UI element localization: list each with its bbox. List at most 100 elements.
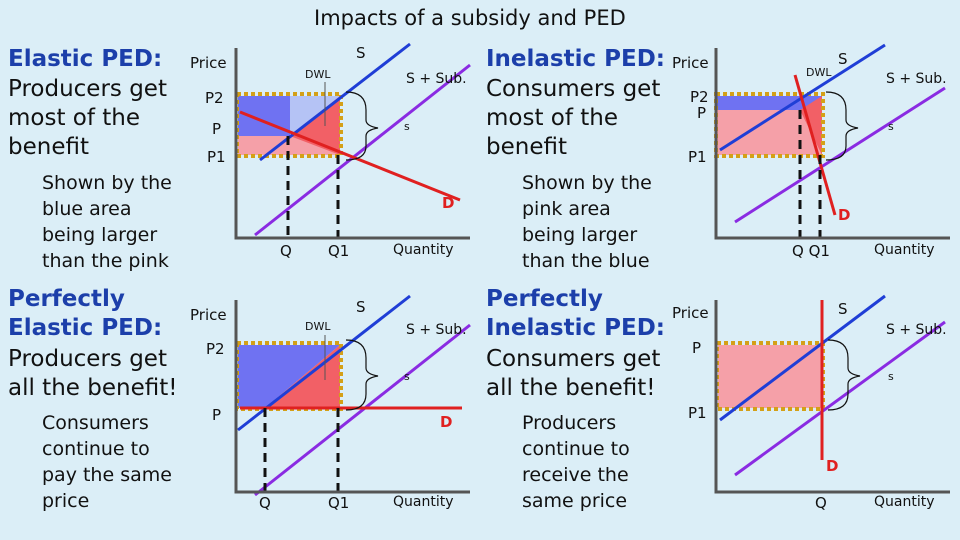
inelastic-sub-3: being larger xyxy=(522,224,638,246)
q-label: Q xyxy=(280,242,292,260)
p-label: P xyxy=(697,104,707,122)
dwl-area xyxy=(290,96,340,155)
perf-elastic-sub-1: Consumers xyxy=(42,412,149,434)
elastic-sub-1: Shown by the xyxy=(42,172,172,194)
supply-line xyxy=(259,42,411,162)
brace xyxy=(827,339,861,411)
page-title: Impacts of a subsidy and PED xyxy=(314,6,626,30)
p1-label: P1 xyxy=(207,148,226,166)
perf-inelastic-heading-2: Inelastic PED: xyxy=(486,315,666,341)
quantity-axis-label: Quantity xyxy=(393,494,454,510)
inelastic-sub-4: than the blue xyxy=(522,250,650,272)
subsidy-supply-label: S + Sub. xyxy=(406,71,467,87)
p-label: P xyxy=(212,120,222,138)
supply-label: S xyxy=(838,300,848,318)
perf-inelastic-sub-3: receive the xyxy=(522,464,629,486)
supply-label: S xyxy=(356,44,366,62)
supply-label: S xyxy=(838,50,848,68)
y-axis xyxy=(714,300,950,494)
perf-elastic-sub-4: price xyxy=(42,490,90,512)
perf-elastic-sub-3: pay the same xyxy=(42,464,172,486)
inelastic-body-3: benefit xyxy=(486,134,567,160)
inelastic-body-1: Consumers get xyxy=(486,76,661,102)
supply-line xyxy=(719,294,886,422)
price-axis-label: Price xyxy=(672,54,709,72)
price-axis-label: Price xyxy=(672,304,709,322)
q1-label: Q1 xyxy=(328,494,350,512)
quantity-axis-label: Quantity xyxy=(874,494,935,510)
inelastic-heading: Inelastic PED: xyxy=(486,46,666,72)
demand-label: D xyxy=(440,413,453,431)
q1-label: Q1 xyxy=(328,242,350,260)
inelastic-body-2: most of the xyxy=(486,105,619,131)
perf-inelastic-sub-1: Producers xyxy=(522,412,617,434)
subsidy-supply-label: S + Sub. xyxy=(886,71,947,87)
demand-line xyxy=(239,110,461,202)
p2-label: P2 xyxy=(690,88,709,106)
subsidy-size-label: s xyxy=(404,120,410,133)
subsidy-supply-label: S + Sub. xyxy=(886,322,947,338)
p1-label: P1 xyxy=(688,148,707,166)
perf-elastic-heading-2: Elastic PED: xyxy=(8,315,163,341)
perf-inelastic-sub-4: same price xyxy=(522,490,628,512)
consumer-gain-area xyxy=(718,345,822,408)
graph-perf-inelastic xyxy=(714,294,950,494)
q-label: Q xyxy=(815,494,827,512)
p-label: P xyxy=(212,406,222,424)
graph-inelastic xyxy=(714,43,950,240)
dwl-label: DWL xyxy=(806,66,832,79)
elastic-body-3: benefit xyxy=(8,134,89,160)
dwl-label: DWL xyxy=(305,320,331,333)
demand-label: D xyxy=(838,206,851,224)
elastic-sub-2: blue area xyxy=(42,198,132,220)
elastic-body-1: Producers get xyxy=(8,76,167,102)
perf-elastic-body-2: all the benefit! xyxy=(8,375,178,401)
producer-gain-area xyxy=(717,96,822,110)
brace xyxy=(825,91,859,161)
subsidy-supply-line xyxy=(734,86,946,224)
p2-label: P2 xyxy=(205,89,224,107)
price-axis-label: Price xyxy=(190,54,227,72)
perf-inelastic-body-2: all the benefit! xyxy=(486,375,656,401)
supply-label: S xyxy=(356,298,366,316)
inelastic-sub-2: pink area xyxy=(522,198,611,220)
subsidy-size-label: s xyxy=(888,370,894,383)
producer-gain-area xyxy=(238,345,265,408)
perf-inelastic-heading-1: Perfectly xyxy=(486,286,603,312)
consumer-gain-area xyxy=(717,110,822,155)
subsidy-supply-line xyxy=(734,320,946,477)
perf-elastic-sub-2: continue to xyxy=(42,438,150,460)
p-label: P xyxy=(692,339,702,357)
price-axis-label: Price xyxy=(190,306,227,324)
p1-label: P1 xyxy=(688,404,707,422)
perf-inelastic-body-1: Consumers get xyxy=(486,346,661,372)
subsidy-size-label: s xyxy=(404,370,410,383)
quantity-axis-label: Quantity xyxy=(874,242,935,258)
q-label: Q xyxy=(259,494,271,512)
p2-label: P2 xyxy=(206,340,225,358)
demand-line xyxy=(793,74,837,216)
subsidy-size-label: s xyxy=(888,120,894,133)
y-axis xyxy=(234,48,470,240)
subsidy-supply-line xyxy=(254,63,471,237)
quantity-axis-label: Quantity xyxy=(393,242,454,258)
y-axis xyxy=(714,48,950,240)
graph-perf-elastic xyxy=(234,294,471,497)
inelastic-sub-1: Shown by the xyxy=(522,172,652,194)
brace xyxy=(345,339,379,411)
graph-elastic xyxy=(234,42,471,240)
perf-elastic-heading-1: Perfectly xyxy=(8,286,125,312)
elastic-heading: Elastic PED: xyxy=(8,46,163,72)
subsidy-box xyxy=(235,341,343,411)
elastic-sub-3: being larger xyxy=(42,224,158,246)
perf-inelastic-sub-2: continue to xyxy=(522,438,630,460)
perf-elastic-body-1: Producers get xyxy=(8,346,167,372)
dwl-area xyxy=(265,345,340,408)
subsidy-supply-label: S + Sub. xyxy=(406,322,467,338)
q-q1-label: Q Q1 xyxy=(792,242,830,260)
demand-label: D xyxy=(826,457,839,475)
elastic-body-2: most of the xyxy=(8,105,141,131)
y-axis xyxy=(234,300,470,494)
demand-label: D xyxy=(442,194,455,212)
